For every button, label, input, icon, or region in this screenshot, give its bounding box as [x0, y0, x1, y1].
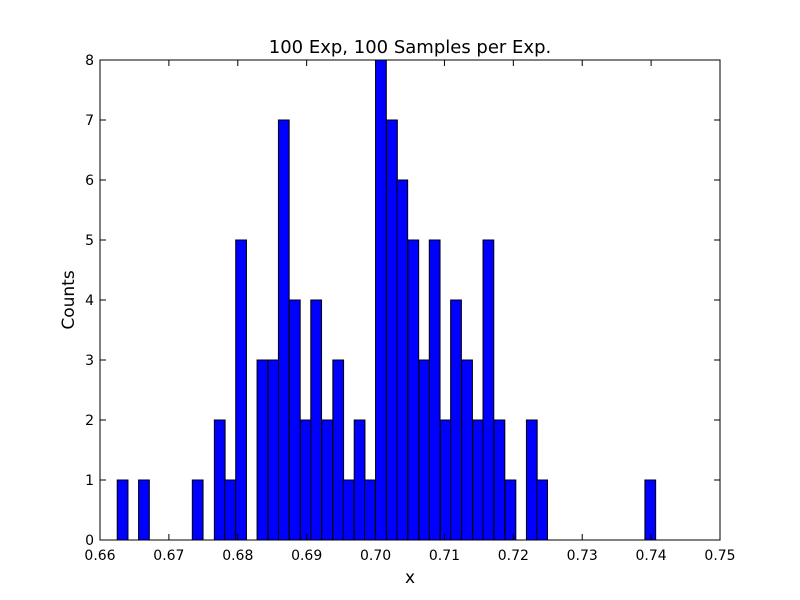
histogram-bar-9	[288, 299, 301, 541]
y-tick-label-6: 6	[85, 173, 94, 189]
histogram-bar-3	[213, 419, 226, 541]
histogram-bar-24	[450, 299, 462, 541]
histogram-bar-21	[418, 359, 431, 541]
histogram-bar-19	[396, 179, 409, 541]
x-tick-label-8: 0.74	[636, 548, 667, 564]
x-tick-label-3: 0.69	[291, 548, 322, 564]
y-tick-label-1: 1	[85, 473, 94, 489]
histogram-bar-32	[644, 479, 657, 541]
histogram-bar-27	[482, 239, 495, 541]
x-tick-label-1: 0.67	[153, 548, 184, 564]
bars	[116, 59, 657, 541]
x-tick-label-7: 0.73	[567, 548, 598, 564]
histogram-bar-31	[536, 479, 549, 541]
histogram-bar-12	[321, 419, 334, 541]
histogram-bar-15	[353, 419, 366, 541]
histogram-bar-11	[310, 299, 323, 541]
x-tick-label-6: 0.72	[498, 548, 529, 564]
y-tick-label-8: 8	[85, 53, 94, 69]
histogram-bar-28	[493, 419, 506, 541]
y-tick-label-2: 2	[85, 413, 94, 429]
histogram-bar-17	[375, 59, 387, 541]
x-tick-label-0: 0.66	[84, 548, 115, 564]
x-tick-label-2: 0.68	[222, 548, 253, 564]
histogram-bar-26	[472, 419, 484, 541]
chart-title: 100 Exp, 100 Samples per Exp.	[269, 37, 551, 58]
x-tick-label-5: 0.71	[429, 548, 460, 564]
y-tick-label-0: 0	[85, 533, 94, 549]
y-tick-label-7: 7	[85, 113, 94, 129]
x-tick-label-9: 0.75	[704, 548, 735, 564]
histogram-bar-7	[267, 359, 280, 541]
histogram-bar-29	[504, 479, 517, 541]
histogram-bar-13	[332, 359, 345, 541]
histogram-bar-6	[256, 359, 269, 541]
y-tick-label-4: 4	[85, 293, 94, 309]
histogram-bar-2	[191, 479, 204, 541]
histogram-bar-1	[138, 479, 150, 541]
histogram-bar-30	[525, 419, 538, 541]
axis-ticks: 0.66 0.67 0.68 0.69 0.70 0.71 0.72 0.73 0.74 0.75…	[84, 53, 735, 564]
histogram-bar-20	[407, 239, 420, 541]
y-tick-label-3: 3	[85, 353, 94, 369]
histogram-bar-5	[235, 239, 247, 541]
x-axis-label: x	[405, 568, 415, 588]
histogram-bar-25	[461, 359, 473, 541]
histogram-bar-0	[116, 479, 129, 541]
y-tick-label-5: 5	[85, 233, 94, 249]
histogram-bar-18	[386, 119, 398, 541]
histogram-bar-10	[299, 419, 312, 541]
histogram-bar-16	[364, 479, 376, 541]
x-tick-label-4: 0.70	[360, 548, 391, 564]
histogram-bar-4	[224, 479, 236, 541]
histogram-bar-8	[277, 119, 290, 541]
histogram-bar-14	[342, 479, 355, 541]
histogram-bar-22	[428, 239, 441, 541]
plot-frame	[99, 59, 721, 541]
y-axis-label: Counts	[59, 270, 79, 329]
histogram-bar-23	[439, 419, 452, 541]
